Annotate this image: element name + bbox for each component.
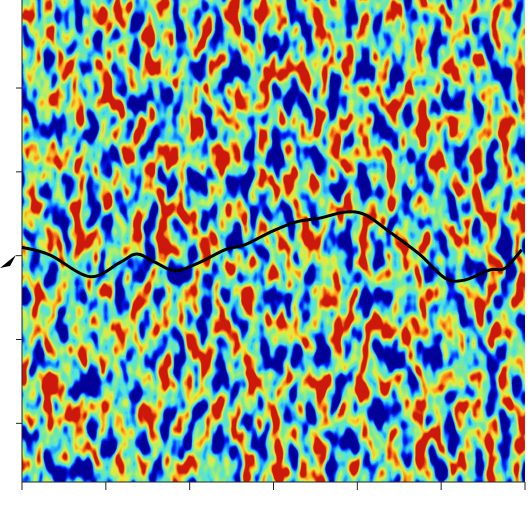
noise-field xyxy=(22,0,525,482)
arrow xyxy=(0,255,16,268)
page: (() => { const data = JSON.parse(documen… xyxy=(0,0,530,511)
chart xyxy=(0,0,530,511)
